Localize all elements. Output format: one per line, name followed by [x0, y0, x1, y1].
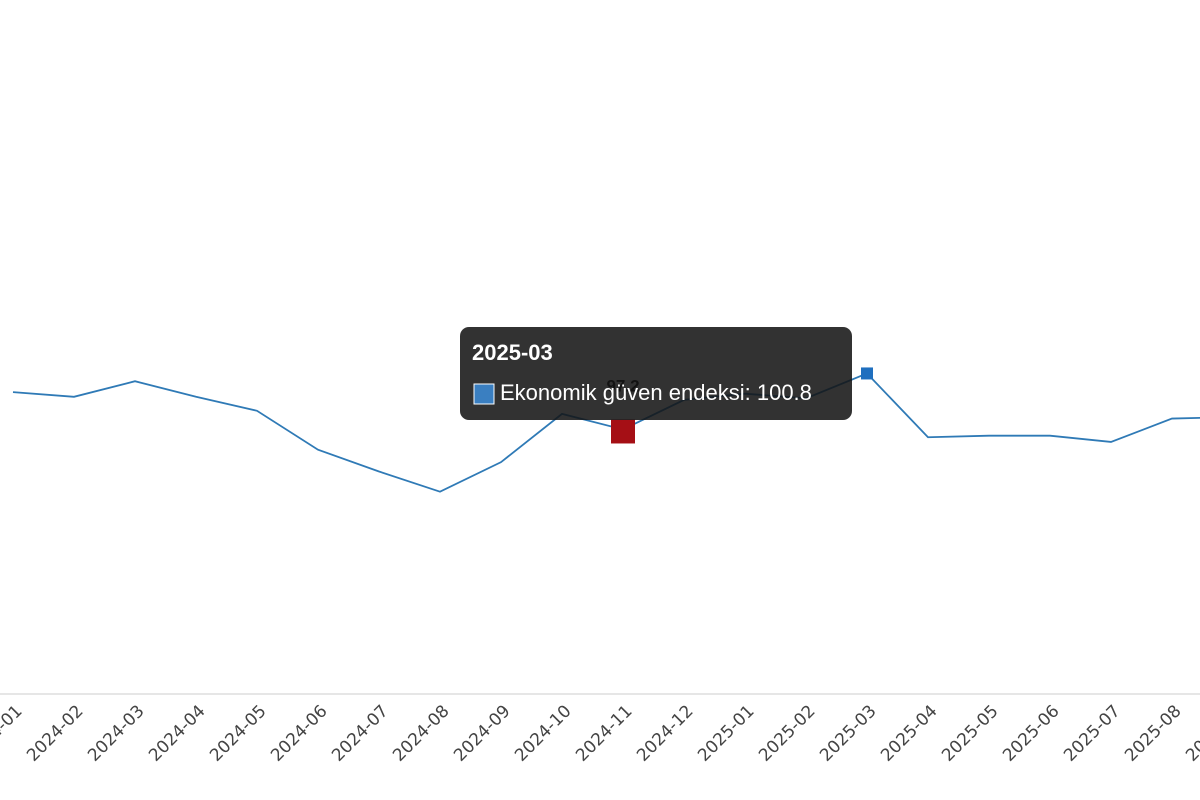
x-tick-label: 2025-07 [1060, 701, 1124, 765]
hover-marker [861, 367, 873, 380]
x-tick-label: 2024-11 [572, 701, 636, 765]
x-tick-label: 2024-07 [328, 701, 392, 765]
x-tick-label: 2024-10 [511, 701, 575, 765]
x-tick-label: 2024-02 [23, 701, 87, 765]
tooltip-value: 100.8 [757, 380, 812, 405]
tooltip-swatch [473, 383, 495, 405]
x-tick-label: 2025-04 [877, 701, 941, 765]
x-tick-label: 2024-12 [633, 701, 697, 765]
tooltip-sep: : [745, 380, 751, 405]
x-tick-label: 2025-03 [816, 701, 880, 765]
x-tick-label: 2024-09 [450, 701, 514, 765]
x-tick-label: 2025-08 [1121, 701, 1185, 765]
tooltip-label: Ekonomik güven endeksi: 100.8 [500, 380, 812, 405]
x-tick-label: 2024-08 [389, 701, 453, 765]
x-tick-label: 2025-01 [694, 701, 758, 765]
x-tick-label: 2025-06 [999, 701, 1063, 765]
x-tick-label: 2024-03 [84, 701, 148, 765]
tooltip-box [460, 327, 852, 420]
x-tick-label: 2024-04 [145, 701, 209, 765]
tooltip-series: Ekonomik güven endeksi [500, 380, 745, 405]
x-tick-label: 2024-06 [267, 701, 331, 765]
tooltip: 2025-03 Ekonomik güven endeksi: 100.8 [460, 327, 852, 420]
x-tick-label: 2024-05 [206, 701, 270, 765]
x-tick-label: 2025-02 [755, 701, 819, 765]
x-tick-label: 2025-05 [938, 701, 1002, 765]
x-tick-label: 2025-09 [1182, 701, 1200, 765]
tooltip-title: 2025-03 [472, 340, 553, 365]
x-tick-label: 2024-01 [0, 701, 27, 765]
highlight-marker [611, 419, 635, 444]
